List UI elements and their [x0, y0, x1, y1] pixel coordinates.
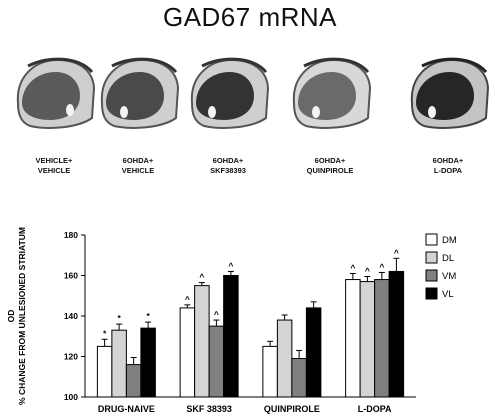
y-axis-label-line2: % CHANGE FROM UNLESIONED STRIATUM — [17, 227, 27, 405]
x-category-label: SKF 38393 — [186, 404, 232, 414]
significance-mark: * — [117, 313, 121, 323]
y-axis-ticks: 100 120 140 160 180 — [64, 230, 85, 402]
bar-dl — [111, 329, 127, 398]
panel-label-line2: SKF38393 — [210, 166, 246, 175]
figure-title: GAD67 mRNA — [162, 2, 338, 32]
significance-mark: ^ — [185, 294, 190, 304]
significance-mark: * — [103, 328, 107, 338]
brain-section-image — [100, 57, 180, 129]
bar-vl — [140, 327, 156, 398]
panel-label-line2: VEHICLE — [37, 166, 71, 175]
panel-label-line1: 6OHDA+ — [212, 156, 244, 165]
x-category-label: DRUG-NAIVE — [98, 404, 155, 414]
y-tick-label: 160 — [64, 271, 78, 281]
bar-dm — [262, 345, 278, 398]
panel-label-line1: 6OHDA+ — [122, 156, 154, 165]
bar-vm — [374, 279, 390, 398]
bar-dl — [276, 319, 293, 398]
brain-section-image — [16, 57, 96, 129]
legend-swatch — [425, 251, 438, 264]
bar-dm — [345, 279, 361, 398]
brain-section-panel: 6OHDA+ VEHICLE — [92, 48, 184, 175]
brain-section-image — [410, 57, 490, 129]
bar-vm — [208, 325, 225, 398]
bar-dl — [359, 281, 376, 398]
autoradiograph-panels: VEHICLE+ VEHICLE 6OHDA+ VEHICLE 6OHDA+ SKF3… — [0, 48, 500, 178]
brain-section-panel: 6OHDA+ QUINPIROLE — [284, 48, 376, 175]
y-tick-label: 140 — [64, 311, 78, 321]
panel-label-line1: 6OHDA+ — [432, 156, 464, 165]
brain-section-image — [292, 57, 372, 129]
significance-mark: * — [146, 311, 150, 321]
brain-section-panel: 6OHDA+ SKF38393 — [182, 48, 274, 175]
legend-swatch — [425, 269, 438, 282]
significance-mark: ^ — [365, 266, 370, 276]
panel-label-line1: VEHICLE+ — [35, 156, 73, 165]
significance-mark: ^ — [199, 272, 204, 282]
significance-mark: ^ — [379, 261, 384, 271]
legend-swatch — [425, 233, 438, 246]
x-category-label: L-DOPA — [358, 404, 392, 414]
y-tick-label: 100 — [64, 392, 78, 402]
bar-groups: * * * ^ ^ ^ ^ ^ ^ ^ ^ — [96, 247, 405, 398]
significance-mark: ^ — [228, 260, 233, 270]
bar-vm — [125, 364, 142, 398]
legend-label: DL — [442, 253, 454, 264]
legend-label: DM — [442, 235, 457, 246]
significance-mark: ^ — [350, 262, 355, 272]
panel-label-line2: QUINPIROLE — [306, 166, 354, 175]
legend-label: VL — [442, 289, 454, 300]
bar-vl — [223, 275, 239, 398]
bar-vl — [305, 307, 322, 398]
panel-label-line2: L-DOPA — [433, 166, 463, 175]
legend: DM DL VM VL — [425, 233, 457, 300]
brain-section-image — [190, 57, 270, 129]
significance-mark: ^ — [214, 309, 219, 319]
x-axis-category-labels: DRUG-NAIVE SKF 38393 QUINPIROLE L-DOPA — [98, 404, 392, 414]
y-tick-label: 180 — [64, 230, 78, 240]
bar-dm — [179, 307, 196, 398]
legend-label: VM — [442, 271, 456, 282]
bar-chart: 100 120 140 160 180 * * * ^ ^ ^ ^ ^ ^ ^ ^ DRUG-NAIVE SK… — [6, 227, 457, 414]
significance-mark: ^ — [394, 247, 399, 257]
brain-section-panel: VEHICLE+ VEHICLE — [8, 48, 100, 175]
panel-label-line1: 6OHDA+ — [314, 156, 346, 165]
legend-swatch — [425, 287, 438, 300]
bar-vl — [388, 270, 405, 398]
bar-vm — [291, 358, 307, 398]
x-category-label: QUINPIROLE — [264, 404, 320, 414]
brain-section-panel: 6OHDA+ L-DOPA — [402, 48, 494, 175]
y-axis-label-line1: OD — [6, 310, 16, 323]
bar-dm — [96, 345, 113, 398]
y-tick-label: 120 — [64, 352, 78, 362]
panel-label-line2: VEHICLE — [121, 166, 155, 175]
bar-dl — [194, 285, 210, 398]
